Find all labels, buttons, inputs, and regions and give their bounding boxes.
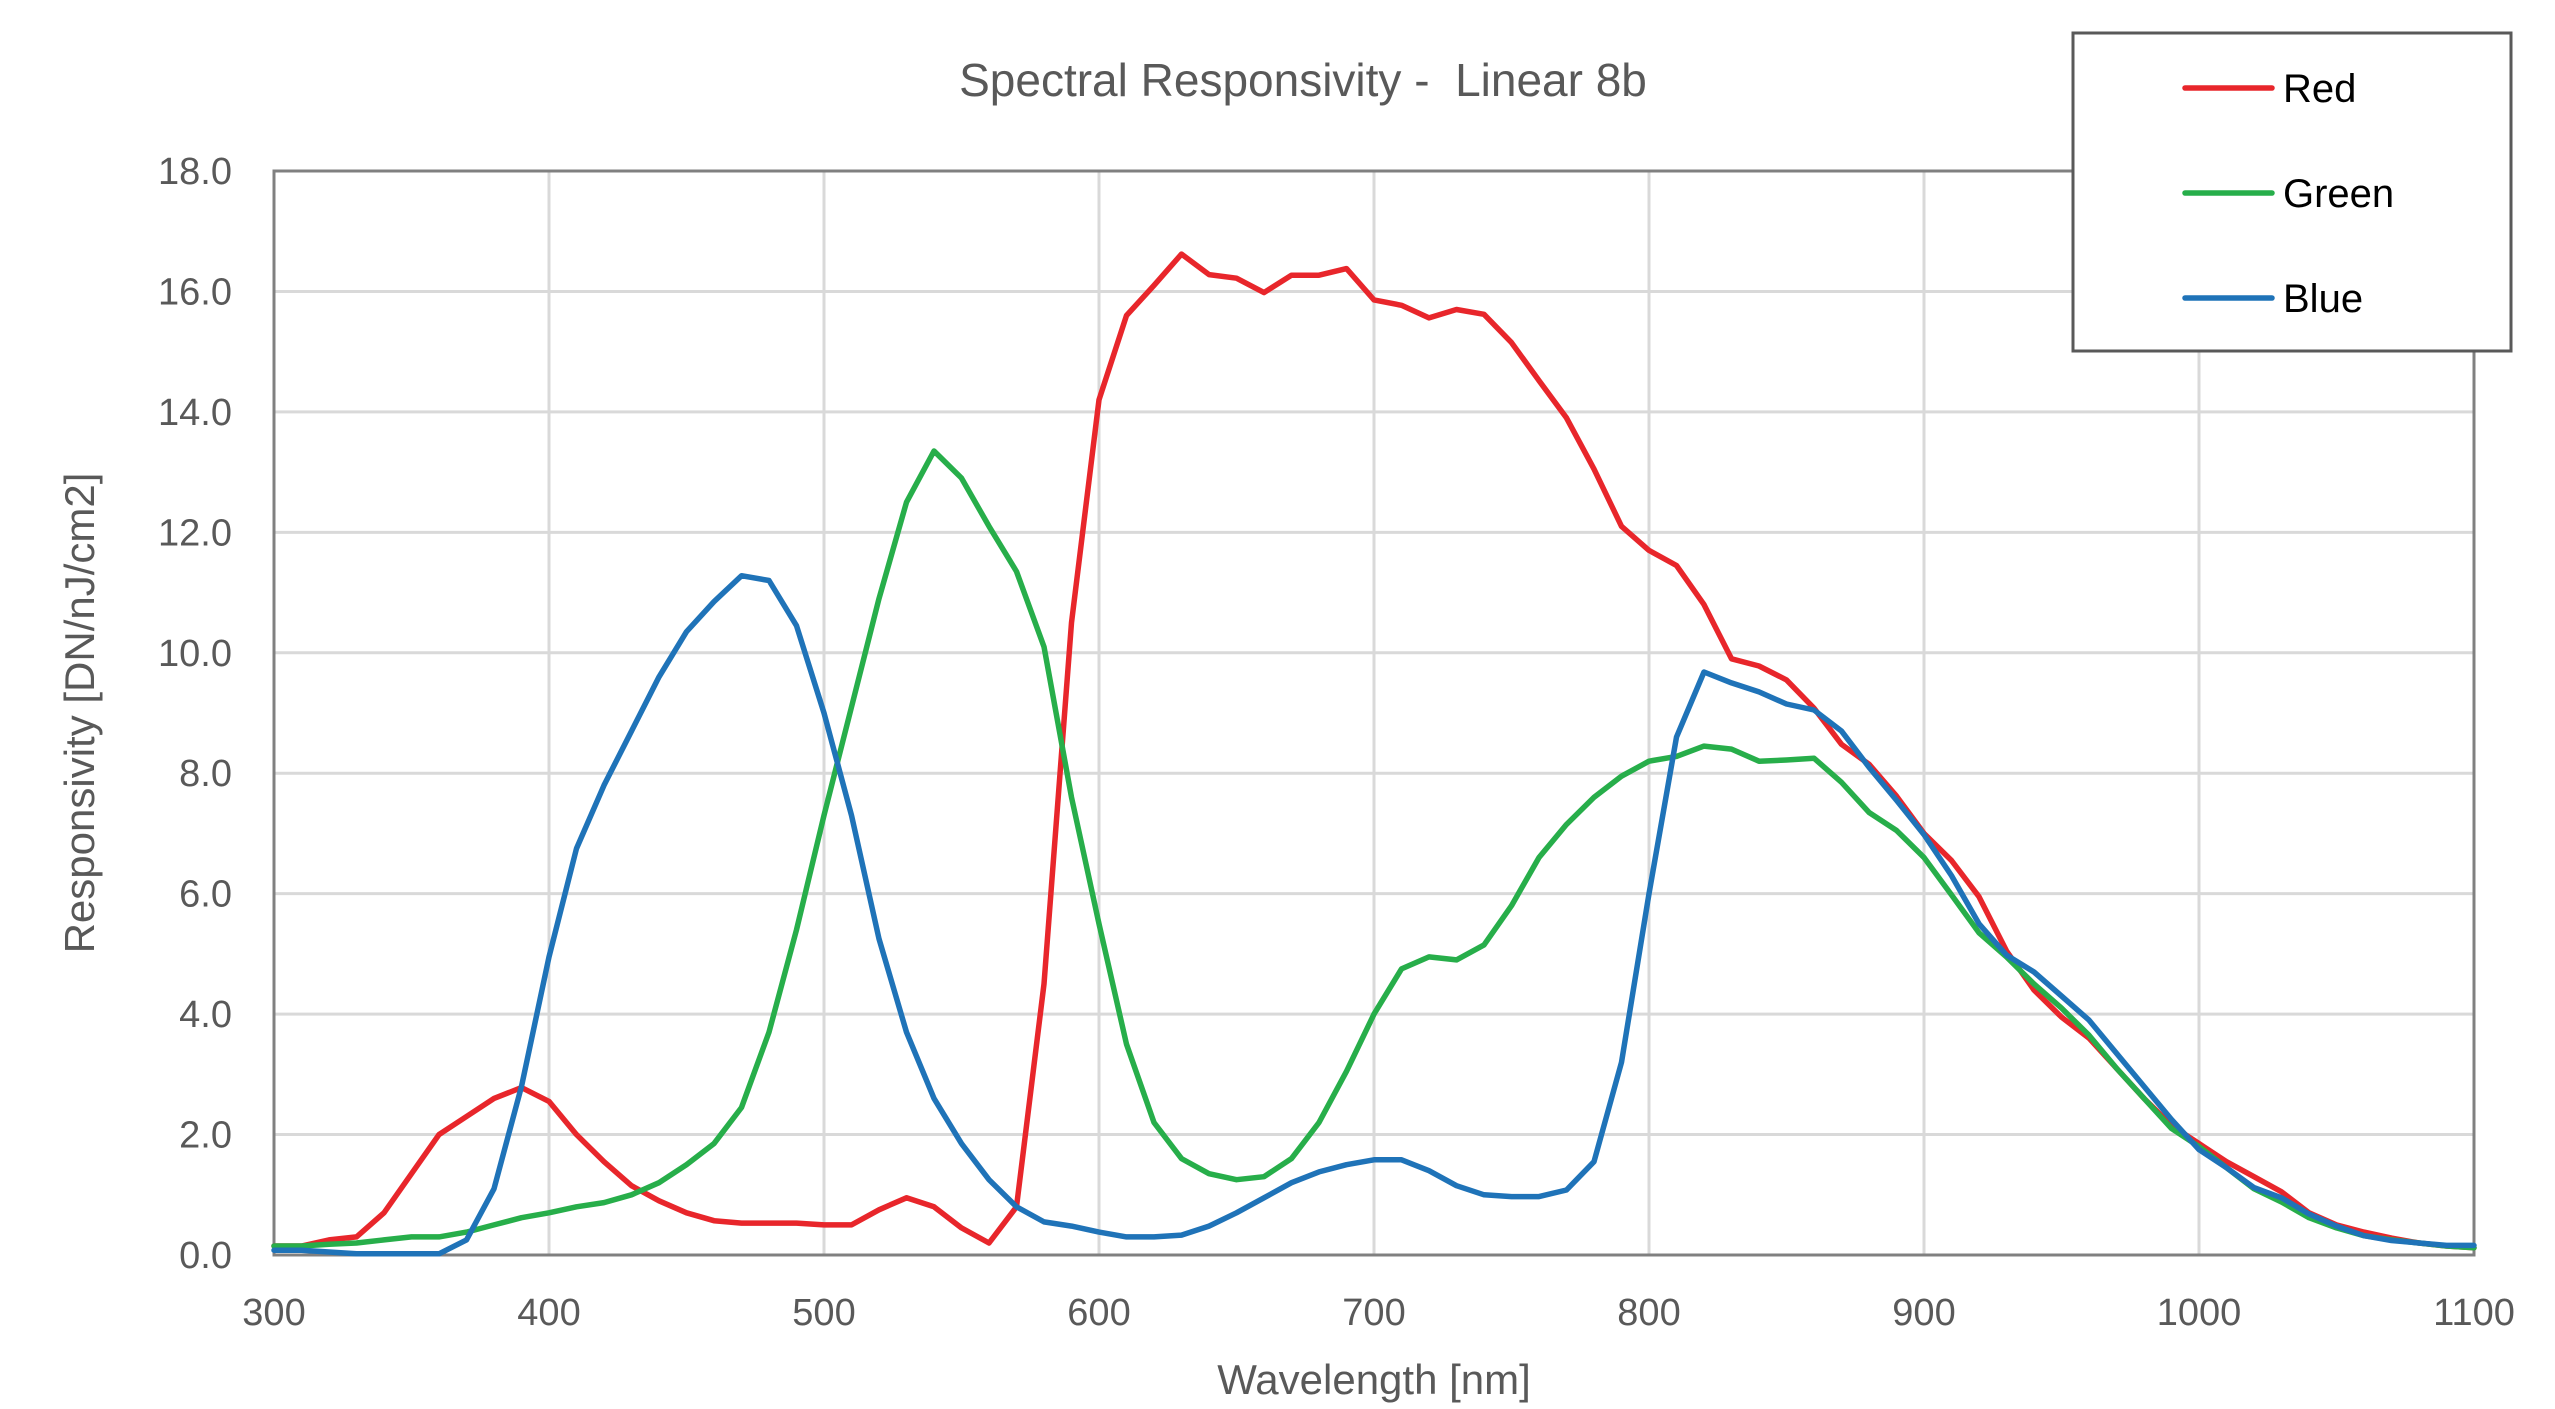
x-tick-label: 400	[517, 1292, 580, 1334]
y-tick-label: 10.0	[158, 633, 232, 675]
legend-label-red: Red	[2283, 67, 2356, 111]
y-tick-label: 2.0	[179, 1115, 232, 1157]
y-tick-label: 14.0	[158, 392, 232, 434]
chart-title: Spectral Responsivity - Linear 8b	[959, 54, 1647, 106]
plot-area-border	[272, 169, 2476, 1257]
y-tick-label: 18.0	[158, 151, 232, 193]
x-axis-title: Wavelength [nm]	[1217, 1356, 1531, 1403]
y-tick-label: 16.0	[158, 271, 232, 313]
x-tick-label: 1000	[2157, 1292, 2242, 1334]
x-tick-label: 300	[242, 1292, 305, 1334]
y-tick-label: 0.0	[179, 1235, 232, 1277]
legend-label-green: Green	[2283, 172, 2394, 216]
y-tick-label: 8.0	[179, 753, 232, 795]
legend: Red Green Blue	[2071, 31, 2513, 353]
x-tick-label: 1100	[2433, 1292, 2515, 1334]
series-line-blue	[271, 572, 2477, 1257]
series-line-green	[271, 448, 2477, 1251]
series-lines	[271, 251, 2477, 1257]
x-tick-label: 700	[1342, 1292, 1405, 1334]
gridlines	[274, 171, 2474, 1255]
y-tick-label: 12.0	[158, 512, 232, 554]
x-tick-label: 800	[1617, 1292, 1680, 1334]
axis-tick-labels: 300 400 500 600 700 800 900 1000 1100 0.0 2.0 4.0 6.…	[158, 151, 2515, 1334]
x-tick-label: 900	[1892, 1292, 1955, 1334]
legend-box	[2071, 31, 2513, 353]
legend-label-blue: Blue	[2283, 277, 2363, 321]
y-tick-label: 4.0	[179, 994, 232, 1036]
x-tick-label: 600	[1067, 1292, 1130, 1334]
y-tick-label: 6.0	[179, 874, 232, 916]
y-axis-title: Responsivity [DN/nJ/cm2]	[56, 473, 103, 954]
x-tick-label: 500	[792, 1292, 855, 1334]
